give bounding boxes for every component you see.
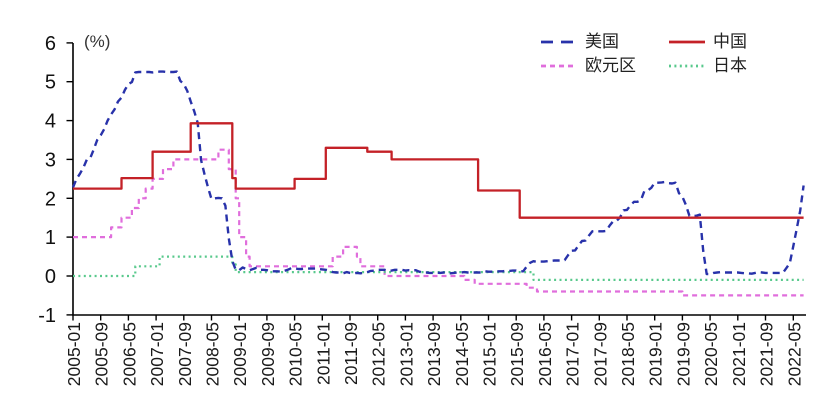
x-tick-label: 2014-05 [452,322,472,386]
x-tick-label: 2018-05 [618,322,638,386]
x-tick-label: 2017-09 [590,322,610,386]
x-tick-label: 2009-01 [230,322,250,386]
x-tick-label: 2021-01 [729,322,749,386]
legend-label-china: 中国 [713,32,747,51]
series-eurozone-line [73,148,804,297]
x-tick-label: 2007-01 [147,322,167,386]
legend-item-eurozone: 欧元区 [540,57,668,74]
x-tick-label: 2013-01 [396,322,416,386]
legend-label-eurozone: 欧元区 [585,56,636,75]
x-tick-label: 2011-09 [341,322,361,385]
china-line-sample-icon [669,40,705,43]
y-axis-unit-label: (%) [84,32,110,51]
x-tick-label: 2015-09 [507,322,527,386]
x-tick-label: 2021-09 [757,322,777,386]
x-tick-label: 2005-09 [92,322,112,386]
japan-line-sample-icon [669,64,705,67]
x-tick-label: 2008-05 [203,322,223,386]
x-tick-label: 2010-05 [286,322,306,386]
x-tick-label: 2005-01 [64,322,84,386]
legend-item-china: 中国 [668,33,796,50]
chart-legend: 美国 中国 欧元区 日本 [540,33,796,74]
y-tick-label: 4 [45,111,56,133]
eurozone-line-sample-icon [541,64,577,67]
x-tick-label: 2009-09 [258,322,278,386]
legend-label-japan: 日本 [713,56,747,75]
x-tick-label: 2022-05 [784,322,804,386]
x-tick-label: 2013-09 [424,322,444,386]
x-tick-label: 2007-09 [175,322,195,386]
x-tick-label: 2017-01 [563,322,583,386]
y-tick-label: 0 [45,266,56,288]
x-tick-label: 2011-01 [313,322,333,385]
series-china-line [73,122,804,219]
series-japan-line [73,255,804,281]
legend-item-japan: 日本 [668,57,796,74]
y-tick-label: 6 [45,33,56,55]
x-tick-label: 2020-05 [701,322,721,386]
x-tick-label: 2019-09 [673,322,693,386]
series-us-line [71,70,805,276]
x-tick-label: 2019-01 [646,322,666,386]
y-tick-label: 3 [45,149,56,171]
x-tick-label: 2006-05 [119,322,139,386]
x-tick-label: 2016-05 [535,322,555,386]
y-tick-label: 2 [45,188,56,210]
y-tick-label: 5 [45,72,56,94]
legend-item-us: 美国 [540,33,668,50]
x-tick-label: 2015-01 [480,322,500,386]
legend-label-us: 美国 [585,32,619,51]
y-tick-label: 1 [45,227,56,249]
us-line-sample-icon [541,40,577,43]
x-tick-label: 2012-05 [369,322,389,386]
y-tick-label: -1 [38,305,56,327]
axes [72,43,806,316]
